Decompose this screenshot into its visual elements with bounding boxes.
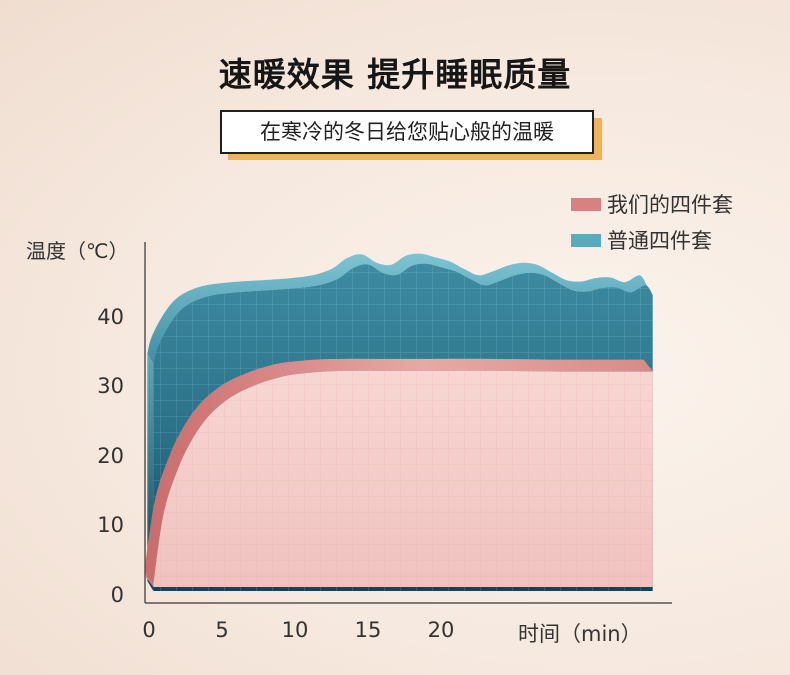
legend-item-ours: 我们的四件套: [571, 186, 733, 222]
y-tick-label: 40: [97, 304, 124, 329]
legend-label-ours: 我们的四件套: [607, 193, 733, 217]
y-tick-label: 20: [97, 443, 124, 468]
legend-item-normal: 普通四件套: [571, 222, 733, 258]
legend-swatch-blue: [571, 233, 601, 247]
pink-series-side-face: [144, 571, 154, 587]
x-tick-label: 5: [215, 618, 229, 642]
x-tick-label: 20: [427, 618, 455, 642]
legend-swatch-pink: [571, 197, 601, 211]
x-tick-label: 15: [354, 618, 382, 642]
x-tick-label: 10: [281, 618, 309, 642]
legend-label-normal: 普通四件套: [607, 229, 712, 253]
y-tick-label: 30: [97, 374, 124, 399]
y-axis-title: 温度（℃）: [26, 239, 129, 263]
chart-legend: 我们的四件套 普通四件套: [571, 186, 733, 258]
subtitle: 在寒冷的冬日给您贴心般的温暖: [220, 110, 594, 154]
page-title: 速暖效果 提升睡眠质量: [218, 55, 572, 94]
y-tick-label: 0: [110, 583, 124, 607]
x-axis-title: 时间（min）: [518, 622, 642, 646]
blue-series-top-face: [147, 253, 653, 364]
x-tick-label: 0: [142, 618, 156, 642]
subtitle-box: 在寒冷的冬日给您贴心般的温暖: [220, 110, 602, 160]
y-tick-label: 10: [97, 513, 124, 538]
